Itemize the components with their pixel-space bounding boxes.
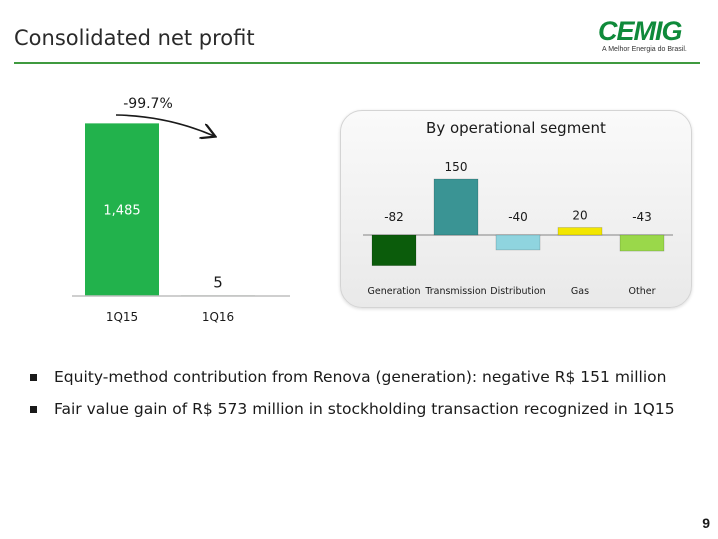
bar-generation xyxy=(371,234,417,266)
segment-chart-title: By operational segment xyxy=(426,119,606,137)
bar-other xyxy=(619,234,665,252)
tick-label: Generation xyxy=(368,286,421,297)
note-item: Equity-method contribution from Renova (… xyxy=(30,368,710,386)
tick-label: Gas xyxy=(571,286,589,297)
change-annotation: -99.7% xyxy=(123,96,173,112)
logo-wordmark: CEMIG xyxy=(598,16,683,46)
data-label: 150 xyxy=(445,160,468,174)
note-item: Fair value gain of R$ 573 million in sto… xyxy=(30,400,710,418)
segment-panel: By operational segment -82 Generation 150 T… xyxy=(340,110,692,308)
data-label: 1,485 xyxy=(103,204,140,219)
page-title: Consolidated net profit xyxy=(14,26,255,50)
notes-list: Equity-method contribution from Renova (… xyxy=(30,368,710,432)
data-label: 20 xyxy=(572,209,587,223)
decline-arrow xyxy=(115,114,214,136)
data-label: -82 xyxy=(384,210,404,224)
cemig-logo: CEMIG A Melhor Energia do Brasil. xyxy=(596,16,702,60)
note-text: Fair value gain of R$ 573 million in sto… xyxy=(54,400,675,418)
bullet-marker xyxy=(30,374,37,381)
note-text: Equity-method contribution from Renova (… xyxy=(54,368,667,386)
bullet-marker xyxy=(30,406,37,413)
bar-gas xyxy=(557,227,603,236)
tick-label: Transmission xyxy=(424,286,486,297)
tick-label: 1Q15 xyxy=(106,310,138,324)
segment-chart: -82 Generation 150 Transmission -40 Distribut… xyxy=(363,160,673,297)
data-label: -40 xyxy=(508,210,528,224)
data-label: -43 xyxy=(632,210,652,224)
logo-tagline: A Melhor Energia do Brasil. xyxy=(602,46,687,53)
data-label: 5 xyxy=(213,273,223,291)
page-number: 9 xyxy=(702,515,710,531)
net-profit-chart: 1,485 1Q15 5 1Q16 -99.7% xyxy=(72,96,290,324)
bar-1Q15 xyxy=(85,123,159,297)
tick-label: Other xyxy=(629,286,656,297)
title-divider xyxy=(14,62,700,64)
tick-label: 1Q16 xyxy=(202,310,234,324)
bar-transmission xyxy=(433,178,479,236)
tick-label: Distribution xyxy=(490,286,545,297)
bar-distribution xyxy=(495,234,541,251)
